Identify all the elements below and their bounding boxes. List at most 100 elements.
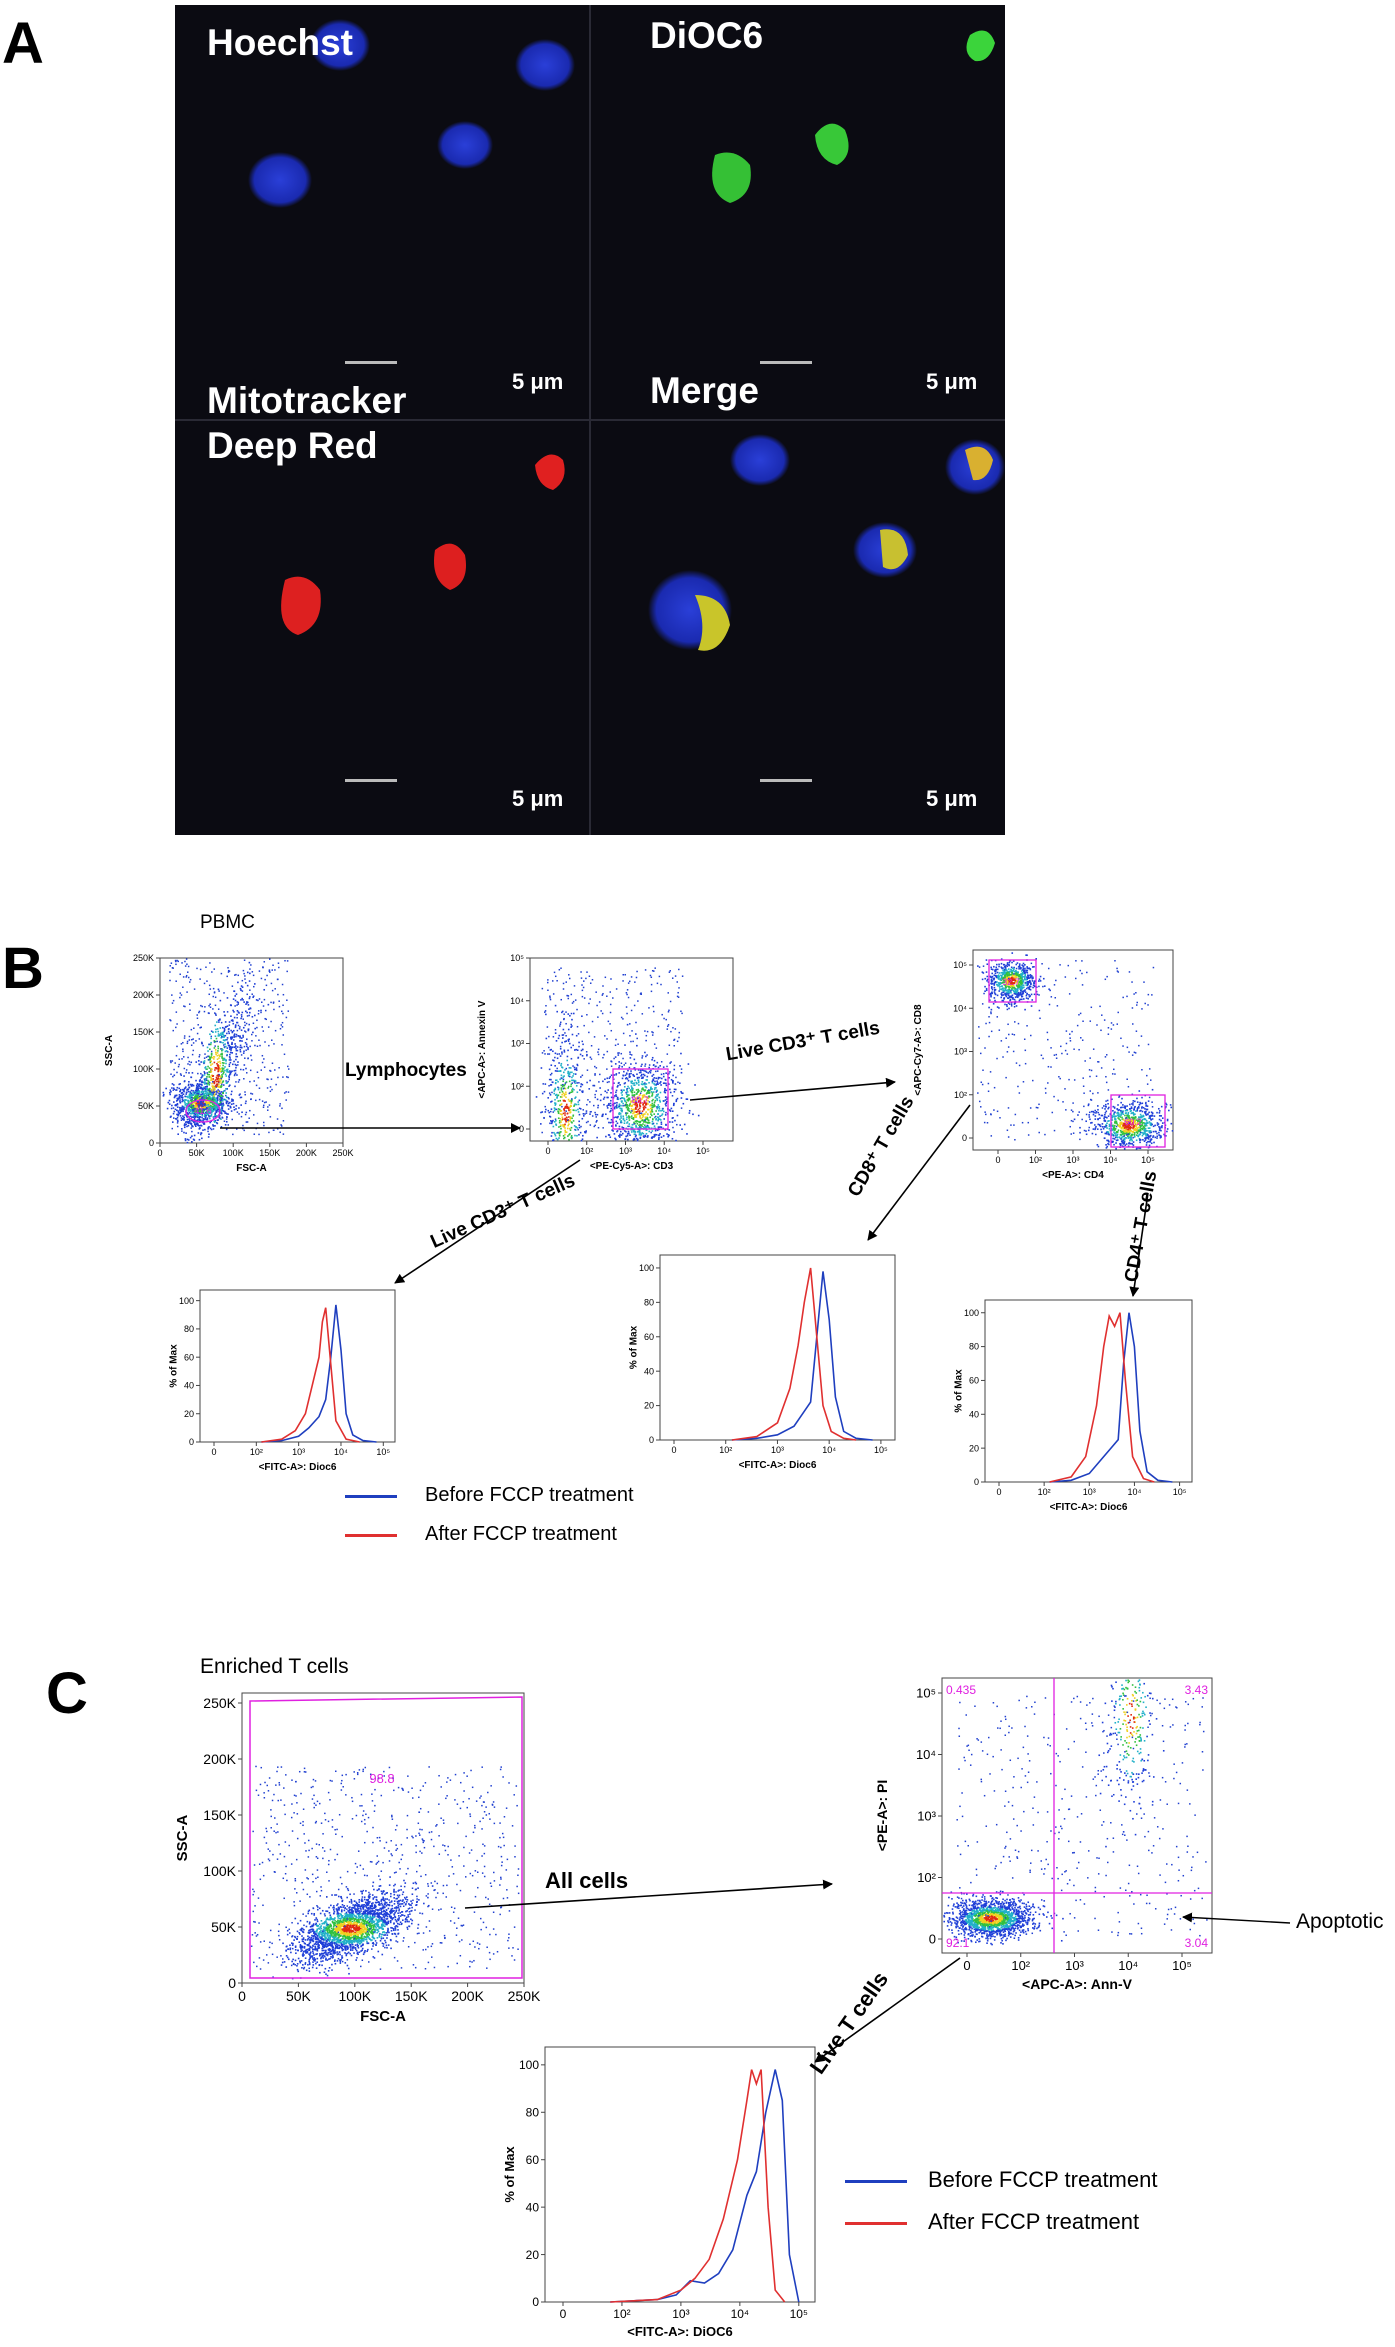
panel-letter-a: A	[2, 11, 44, 76]
event-sparse	[540, 967, 684, 1134]
series-after	[261, 1307, 360, 1443]
mitochondria-merge	[695, 595, 730, 651]
x-tick-label: 10⁴	[657, 1146, 671, 1156]
quadrant-value: 92.1	[946, 1936, 970, 1950]
y-tick-label: 10⁵	[916, 1686, 936, 1701]
event-sparse	[955, 1695, 1208, 1941]
y-axis-label: <APC-A>: Annexin V	[477, 1000, 488, 1098]
plot-frame	[984, 1299, 1193, 1483]
event-cloud	[272, 1876, 434, 1980]
x-tick-label: 10⁴	[731, 2307, 750, 2321]
y-axis-label: % of Max	[954, 1369, 965, 1413]
gate-cd4	[1110, 1094, 1166, 1148]
gate-all-cells	[249, 1696, 523, 1979]
event-cloud	[1098, 1679, 1165, 1848]
x-tick-label: 0	[560, 2307, 567, 2321]
scale-bar-label: 5 μm	[512, 369, 564, 394]
x-tick-label: 10⁴	[1104, 1155, 1118, 1165]
y-tick-label: 250K	[133, 953, 154, 963]
x-tick-label: 10²	[719, 1445, 732, 1455]
x-tick-label: 0	[996, 1487, 1001, 1497]
x-tick-label: 10⁵	[1173, 1487, 1187, 1497]
gate-value: 60.2	[1124, 1117, 1142, 1127]
plot-frame	[659, 1254, 896, 1441]
mitochondria-merge	[880, 529, 908, 570]
x-tick-label: 150K	[395, 1988, 428, 2004]
series-after	[610, 2069, 786, 2303]
mitochondria-red	[281, 576, 321, 635]
gate-cd8	[988, 959, 1037, 1003]
x-tick-label: 10⁴	[334, 1447, 348, 1457]
x-axis-label: <FITC-A>: Dioc6	[259, 1462, 337, 1473]
label-deep-red: Deep Red	[207, 425, 378, 466]
x-axis-label: <APC-A>: Ann-V	[1022, 1976, 1133, 1992]
y-tick-label: 100	[519, 2058, 539, 2072]
x-tick-label: 0	[995, 1155, 1000, 1165]
x-tick-label: 0	[157, 1148, 162, 1158]
event-cloud	[1073, 1088, 1174, 1150]
arrow-live-cd3-down	[394, 1159, 581, 1284]
y-tick-label: 0	[149, 1138, 154, 1148]
y-tick-label: 80	[184, 1324, 194, 1334]
y-tick-label: 250K	[203, 1695, 236, 1711]
y-tick-label: 10⁴	[916, 1747, 936, 1762]
quadrant-value: 3.43	[1185, 1683, 1209, 1697]
x-axis-label: <FITC-A>: Dioc6	[1050, 1502, 1128, 1513]
y-tick-label: 80	[526, 2105, 540, 2119]
y-tick-label: 200K	[203, 1751, 236, 1767]
arrow-cd8	[867, 1104, 971, 1241]
x-tick-label: 10³	[1065, 1958, 1084, 1973]
y-axis-label: SSC-A	[174, 1814, 191, 1861]
x-tick-label: 100K	[338, 1988, 371, 2004]
arrow-live-cd3	[689, 1077, 896, 1101]
x-tick-label: 200K	[296, 1148, 317, 1158]
mitochondria-green	[712, 152, 751, 203]
x-tick-label: 200K	[451, 1988, 484, 2004]
arrow-label-lymphocytes: Lymphocytes	[345, 1060, 467, 1081]
label-hoechst: Hoechst	[207, 22, 353, 63]
y-tick-label: 20	[644, 1401, 654, 1411]
x-axis-label: FSC-A	[360, 2008, 406, 2025]
legend-line-before	[345, 1495, 397, 1498]
y-tick-label: 60	[526, 2153, 540, 2167]
arrow-label-all-cells: All cells	[545, 1868, 629, 1893]
x-tick-label: 10³	[619, 1146, 632, 1156]
plot-frame	[199, 1289, 396, 1443]
scale-bar-label: 5 μm	[926, 786, 978, 811]
label-dioc6: DiOC6	[650, 15, 764, 56]
scale-bar	[760, 361, 812, 364]
x-tick-label: 10⁴	[1118, 1958, 1138, 1973]
x-tick-label: 10⁵	[1172, 1958, 1192, 1973]
scale-bar	[345, 779, 397, 782]
scale-bar	[760, 779, 812, 782]
event-cloud	[535, 995, 591, 1142]
x-axis-label: <PE-Cy5-A>: CD3	[590, 1161, 674, 1172]
scale-bar-label: 5 μm	[512, 786, 564, 811]
x-tick-label: 10²	[580, 1146, 593, 1156]
x-tick-label: 10⁵	[696, 1146, 710, 1156]
event-sparse	[169, 958, 290, 1136]
y-axis-label: SSC-A	[104, 1035, 115, 1066]
y-tick-label: 60	[184, 1352, 194, 1362]
mitochondria-merge	[965, 446, 993, 481]
gate-value: 41.6	[194, 1106, 212, 1116]
x-tick-label: 250K	[508, 1988, 541, 2004]
y-tick-label: 0	[929, 1932, 936, 1947]
y-axis-label: % of Max	[629, 1325, 640, 1369]
legend-line-after-c	[845, 2222, 907, 2225]
x-tick-label: 10³	[672, 2307, 689, 2321]
event-cloud	[977, 952, 1051, 1011]
y-tick-label: 100K	[133, 1064, 154, 1074]
x-tick-label: 10²	[1038, 1487, 1051, 1497]
nucleus	[730, 434, 790, 486]
legend-before-c: Before FCCP treatment	[928, 2167, 1158, 2192]
y-tick-label: 200K	[133, 990, 154, 1000]
x-tick-label: 10⁵	[376, 1447, 390, 1457]
quadrant-value: 0.435	[946, 1683, 976, 1697]
y-axis-label: % of Max	[502, 2146, 517, 2203]
label-merge: Merge	[650, 370, 759, 411]
microscopy-panel	[175, 5, 1005, 835]
microscopy-cells	[248, 19, 1005, 782]
y-axis-label: <PE-A>: PI	[874, 1780, 890, 1852]
